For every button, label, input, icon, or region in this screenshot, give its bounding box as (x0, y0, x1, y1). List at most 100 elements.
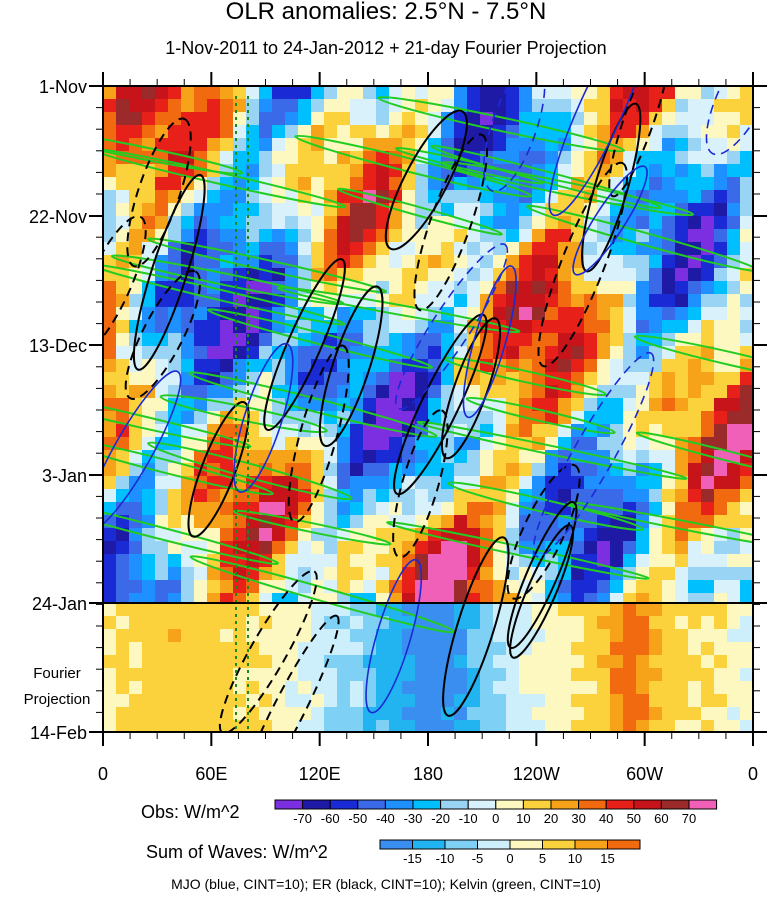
obs-field-cell (480, 580, 494, 594)
obs-field-cell (155, 112, 169, 126)
obs-field-cell (701, 125, 715, 139)
waves-colorbar-tick-label: 5 (539, 851, 546, 866)
y-tick-label: 13-Dec (29, 336, 87, 356)
obs-field-cell (194, 398, 208, 412)
wave-field-cell (311, 681, 325, 695)
wave-field-cell (155, 629, 169, 643)
wave-field-cell (688, 681, 702, 695)
obs-field-cell (649, 86, 663, 100)
obs-field-cell (402, 242, 416, 256)
x-tick-label: 0 (748, 764, 758, 784)
obs-field-cell (727, 333, 741, 347)
obs-field-cell (532, 229, 546, 243)
wave-field-cell (740, 668, 753, 682)
obs-field-cell (610, 242, 624, 256)
obs-field-cell (558, 398, 572, 412)
obs-field-cell (480, 567, 494, 581)
wave-field-cell (441, 668, 455, 682)
obs-field-cell (324, 554, 338, 568)
wave-field-cell (584, 642, 598, 656)
obs-field-cell (389, 437, 403, 451)
obs-field-cell (701, 372, 715, 386)
obs-field-cell (506, 450, 520, 464)
obs-field-cell (168, 476, 182, 490)
wave-field-cell (350, 655, 364, 669)
obs-field-cell (337, 307, 351, 321)
obs-field-cell (428, 125, 442, 139)
wave-field-cell (467, 616, 481, 630)
obs-field-cell (103, 125, 117, 139)
obs-field-cell (649, 502, 663, 516)
obs-field-cell (506, 203, 520, 217)
obs-field-cell (623, 320, 637, 334)
obs-field-cell (350, 203, 364, 217)
obs-field-cell (376, 580, 390, 594)
wave-field-cell (116, 655, 130, 669)
obs-field-cell (571, 229, 585, 243)
obs-field-cell (493, 554, 507, 568)
obs-field-cell (402, 307, 416, 321)
obs-field-cell (714, 372, 728, 386)
obs-field-cell (298, 450, 312, 464)
wave-field-cell (506, 694, 520, 708)
kelvin-contour (147, 237, 387, 294)
obs-field-cell (428, 281, 442, 295)
obs-field-cell (103, 359, 117, 373)
obs-field-cell (233, 112, 247, 126)
obs-field-cell (545, 593, 559, 603)
obs-field-cell (376, 450, 390, 464)
obs-field-cell (194, 307, 208, 321)
kelvin-contour (465, 396, 616, 435)
obs-field-cell (324, 502, 338, 516)
obs-field-cell (155, 138, 169, 152)
obs-field-cell (610, 437, 624, 451)
obs-field-cell (623, 294, 637, 308)
obs-field-cell (194, 515, 208, 529)
obs-field-cell (662, 99, 676, 113)
wave-field-cell (454, 681, 468, 695)
obs-field-cell (623, 333, 637, 347)
wave-field-cell (532, 668, 546, 682)
obs-field-cell (675, 125, 689, 139)
obs-field-cell (285, 502, 299, 516)
wave-field-cell (207, 720, 221, 732)
obs-field-cell (220, 424, 234, 438)
obs-field-cell (194, 203, 208, 217)
wave-field-cell (584, 668, 598, 682)
obs-field-cell (597, 567, 611, 581)
er-contour (318, 285, 384, 448)
obs-field-cell (155, 177, 169, 191)
wave-field-cell (129, 720, 143, 732)
wave-field-cell (168, 668, 182, 682)
obs-field-cell (714, 294, 728, 308)
obs-field-cell (311, 164, 325, 178)
wave-field-cell (298, 629, 312, 643)
wave-field-cell (636, 616, 650, 630)
wave-field-cell (363, 681, 377, 695)
wave-field-cell (233, 629, 247, 643)
obs-field-cell (662, 281, 676, 295)
obs-field-cell (168, 489, 182, 503)
obs-field-cell (571, 151, 585, 165)
obs-field-cell (129, 567, 143, 581)
obs-field-cell (285, 125, 299, 139)
obs-field-cell (727, 567, 741, 581)
wave-field-cell (558, 616, 572, 630)
obs-field-cell (363, 164, 377, 178)
obs-field-cell (714, 203, 728, 217)
wave-field-cell (545, 655, 559, 669)
wave-field-cell (246, 681, 260, 695)
obs-field-cell (623, 528, 637, 542)
obs-field-cell (155, 99, 169, 113)
obs-field-cell (714, 164, 728, 178)
obs-field-cell (441, 268, 455, 282)
wave-field-cell (454, 707, 468, 721)
wave-field-cell (272, 655, 286, 669)
obs-field-cell (350, 554, 364, 568)
obs-field-cell (701, 489, 715, 503)
obs-field-cell (688, 125, 702, 139)
obs-field-cell (155, 346, 169, 360)
obs-field-cell (584, 346, 598, 360)
obs-field-cell (545, 346, 559, 360)
wave-field-cell (142, 694, 156, 708)
